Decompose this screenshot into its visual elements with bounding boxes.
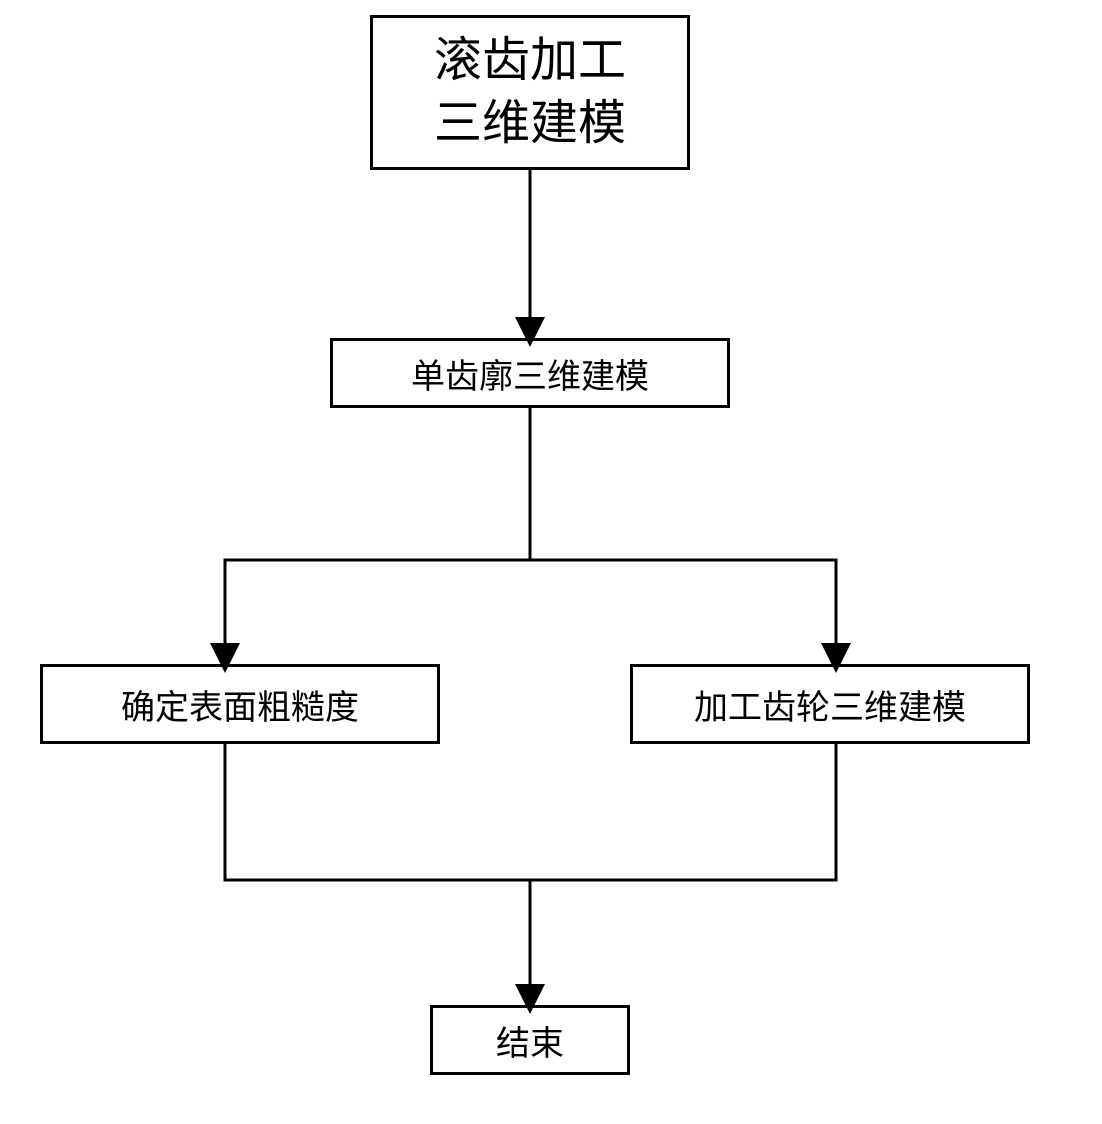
node-right-label: 加工齿轮三维建模: [694, 680, 966, 729]
node-end: 结束: [430, 1005, 630, 1075]
node-end-label: 结束: [496, 1016, 564, 1065]
node-top: 滚齿加工三维建模: [370, 15, 690, 170]
node-second: 单齿廓三维建模: [330, 338, 730, 408]
node-second-label: 单齿廓三维建模: [411, 349, 649, 398]
node-left-label: 确定表面粗糙度: [121, 680, 359, 729]
node-top-label: 滚齿加工三维建模: [434, 30, 626, 155]
node-left: 确定表面粗糙度: [40, 664, 440, 744]
node-right: 加工齿轮三维建模: [630, 664, 1030, 744]
